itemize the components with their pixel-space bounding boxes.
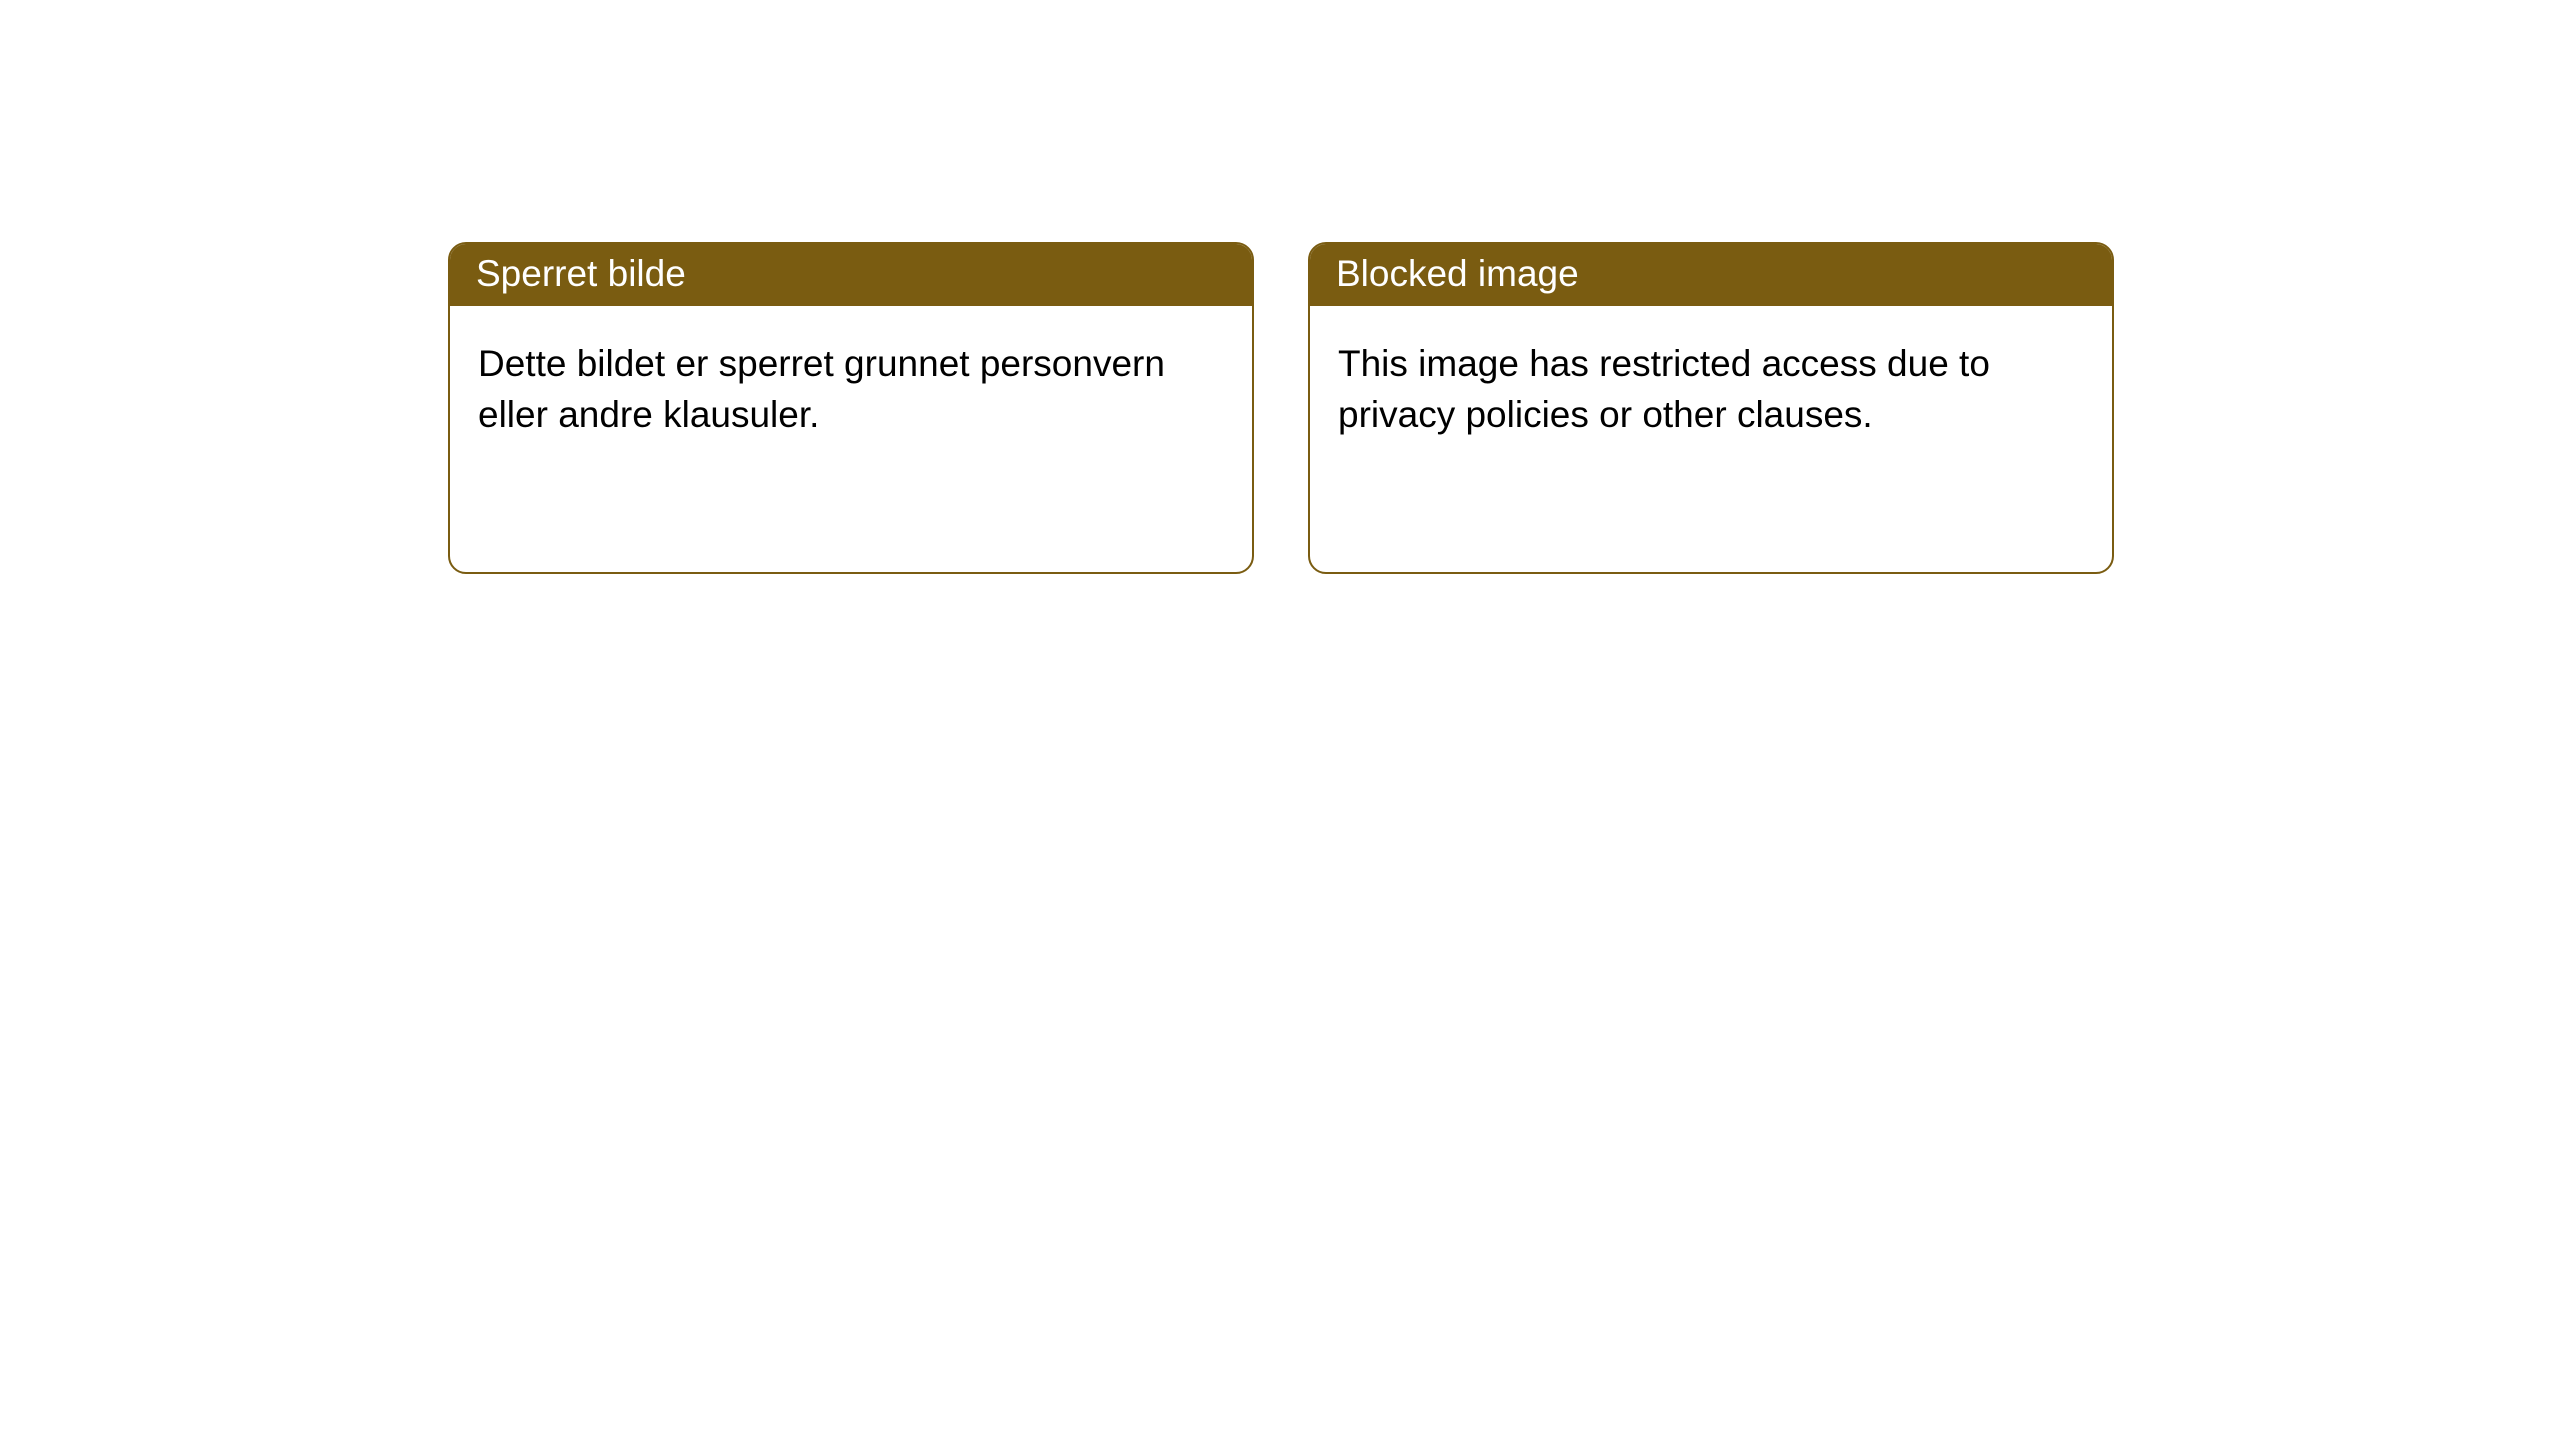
card-body: This image has restricted access due to … [1310, 306, 2112, 468]
notice-card-english: Blocked image This image has restricted … [1308, 242, 2114, 574]
card-header: Blocked image [1310, 244, 2112, 306]
card-body: Dette bildet er sperret grunnet personve… [450, 306, 1252, 468]
notice-container: Sperret bilde Dette bildet er sperret gr… [0, 0, 2560, 574]
notice-card-norwegian: Sperret bilde Dette bildet er sperret gr… [448, 242, 1254, 574]
card-header: Sperret bilde [450, 244, 1252, 306]
